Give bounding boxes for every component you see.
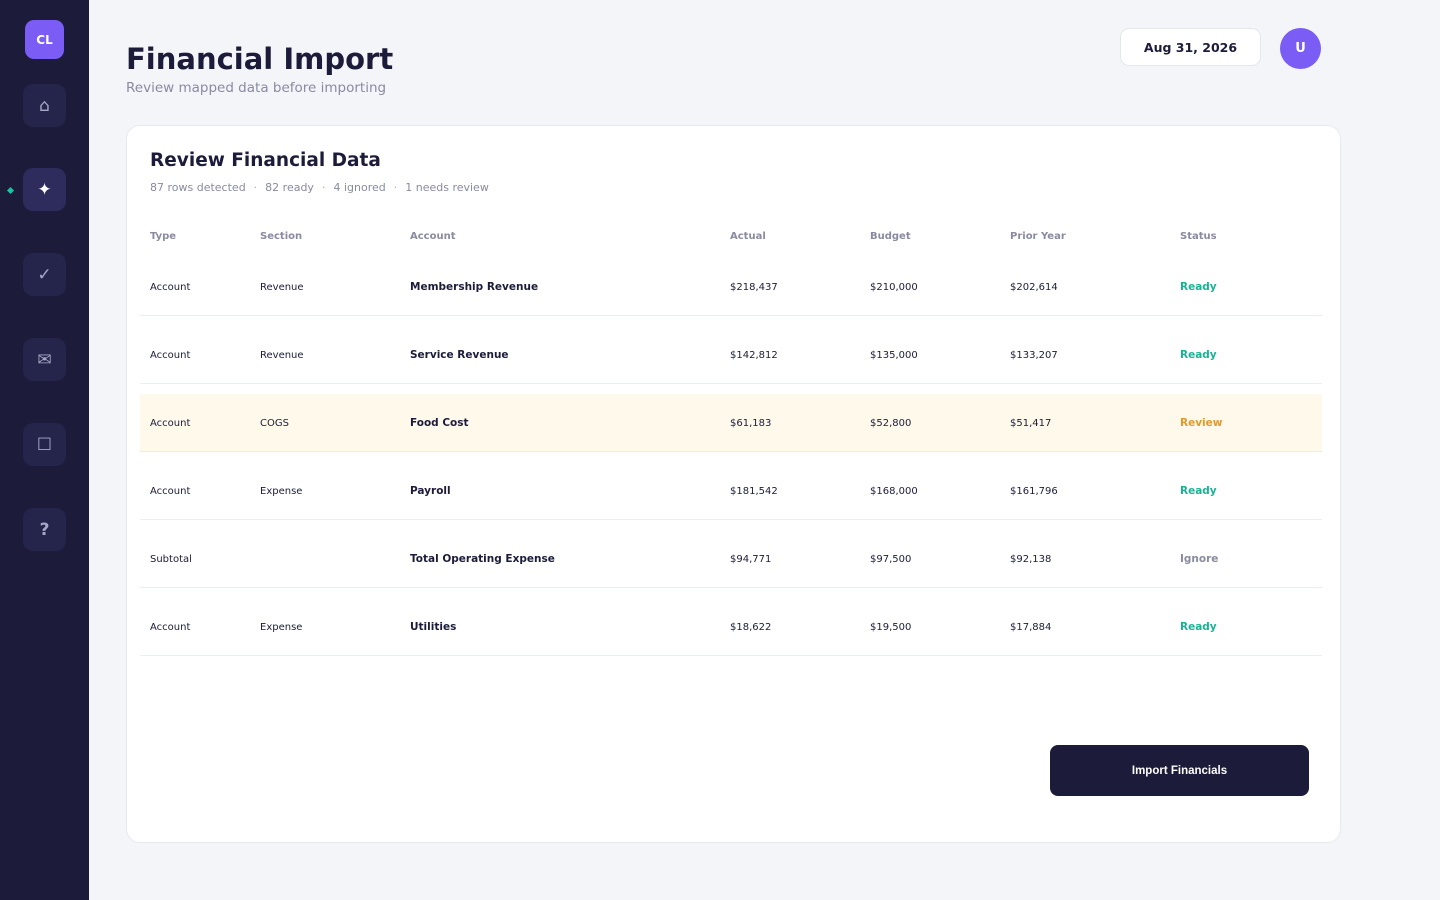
cell-type: Account	[150, 485, 191, 497]
cell-budget: $97,500	[870, 553, 912, 565]
column-header-status[interactable]: Status	[1180, 231, 1217, 242]
status-badge[interactable]: Ignore	[1180, 553, 1219, 565]
cell-section: Revenue	[260, 349, 304, 361]
status-badge[interactable]: Ready	[1180, 485, 1217, 497]
sidebar-item-documents[interactable]: ☐	[23, 423, 66, 466]
cell-budget: $52,800	[870, 417, 912, 429]
cell-actual: $142,812	[730, 349, 778, 361]
date-selector[interactable]: Aug 31, 2026	[1120, 28, 1261, 66]
review-card: Review Financial Data 87 rows detected ·…	[126, 125, 1341, 843]
page-subtitle: Review mapped data before importing	[126, 80, 387, 96]
column-header-budget[interactable]: Budget	[870, 231, 911, 242]
cell-prior-year: $17,884	[1010, 621, 1052, 633]
import-financials-button[interactable]: Import Financials	[1050, 745, 1309, 796]
avatar[interactable]: U	[1280, 28, 1321, 69]
mail-icon: ✉	[37, 349, 52, 370]
cell-budget: $19,500	[870, 621, 912, 633]
cell-account: Membership Revenue	[410, 281, 539, 293]
cell-budget: $135,000	[870, 349, 918, 361]
sidebar-item-import[interactable]: ✦	[23, 168, 66, 211]
column-header-type[interactable]: Type	[150, 231, 177, 242]
sidebar: CL ⌂ ✦ ✓ ✉ ☐ ?	[0, 0, 89, 900]
cell-actual: $94,771	[730, 553, 772, 565]
cell-prior-year: $133,207	[1010, 349, 1058, 361]
cell-section: Revenue	[260, 281, 304, 293]
sidebar-item-home[interactable]: ⌂	[23, 84, 66, 127]
column-header-section[interactable]: Section	[260, 231, 303, 242]
summary-needs-review: 1 needs review	[405, 181, 489, 194]
cell-account: Payroll	[410, 485, 451, 497]
cell-type: Account	[150, 281, 191, 293]
table-row-subtotal[interactable]: Subtotal Total Operating Expense $94,771…	[140, 530, 1322, 588]
check-icon: ✓	[37, 264, 52, 285]
row-summary: 87 rows detected · 82 ready · 4 ignored …	[150, 181, 489, 194]
column-header-prior-year[interactable]: Prior Year	[1010, 231, 1066, 242]
cell-actual: $18,622	[730, 621, 772, 633]
table-row[interactable]: Account Expense Payroll $181,542 $168,00…	[140, 462, 1322, 520]
table-row-needs-review[interactable]: Account COGS Food Cost $61,183 $52,800 $…	[140, 394, 1322, 452]
cell-actual: $218,437	[730, 281, 778, 293]
cell-account: Service Revenue	[410, 349, 509, 361]
column-header-account[interactable]: Account	[410, 231, 456, 242]
cell-account: Food Cost	[410, 417, 469, 429]
square-icon: ☐	[36, 434, 53, 455]
status-badge[interactable]: Ready	[1180, 349, 1217, 361]
help-icon: ?	[39, 519, 50, 540]
cell-account: Utilities	[410, 621, 457, 633]
page-title: Financial Import	[126, 42, 394, 76]
active-indicator	[6, 186, 15, 195]
status-badge[interactable]: Ready	[1180, 621, 1217, 633]
sidebar-item-messages[interactable]: ✉	[23, 338, 66, 381]
cell-actual: $61,183	[730, 417, 772, 429]
column-header-actual[interactable]: Actual	[730, 231, 766, 242]
table-row[interactable]: Account Revenue Service Revenue $142,812…	[140, 326, 1322, 384]
cell-prior-year: $51,417	[1010, 417, 1052, 429]
cell-type: Subtotal	[150, 553, 192, 565]
cell-budget: $168,000	[870, 485, 918, 497]
cell-section: Expense	[260, 621, 303, 633]
cell-account: Total Operating Expense	[410, 553, 555, 565]
summary-ignored: 4 ignored	[333, 181, 386, 194]
summary-ready: 82 ready	[265, 181, 314, 194]
cell-section: COGS	[260, 417, 289, 429]
cell-budget: $210,000	[870, 281, 918, 293]
cell-prior-year: $92,138	[1010, 553, 1052, 565]
sidebar-item-help[interactable]: ?	[23, 508, 66, 551]
home-icon: ⌂	[39, 95, 50, 116]
sparkle-icon: ✦	[37, 179, 52, 200]
status-badge[interactable]: Review	[1180, 417, 1223, 429]
status-badge[interactable]: Ready	[1180, 281, 1217, 293]
cell-type: Account	[150, 417, 191, 429]
cell-type: Account	[150, 621, 191, 633]
cell-prior-year: $202,614	[1010, 281, 1058, 293]
cell-section: Expense	[260, 485, 303, 497]
table-row[interactable]: Account Revenue Membership Revenue $218,…	[140, 258, 1322, 316]
card-title: Review Financial Data	[150, 150, 381, 171]
cell-type: Account	[150, 349, 191, 361]
sidebar-item-tasks[interactable]: ✓	[23, 253, 66, 296]
summary-rows-detected: 87 rows detected	[150, 181, 246, 194]
cell-prior-year: $161,796	[1010, 485, 1058, 497]
brand-logo[interactable]: CL	[25, 20, 64, 59]
cell-actual: $181,542	[730, 485, 778, 497]
table-row[interactable]: Account Expense Utilities $18,622 $19,50…	[140, 598, 1322, 656]
